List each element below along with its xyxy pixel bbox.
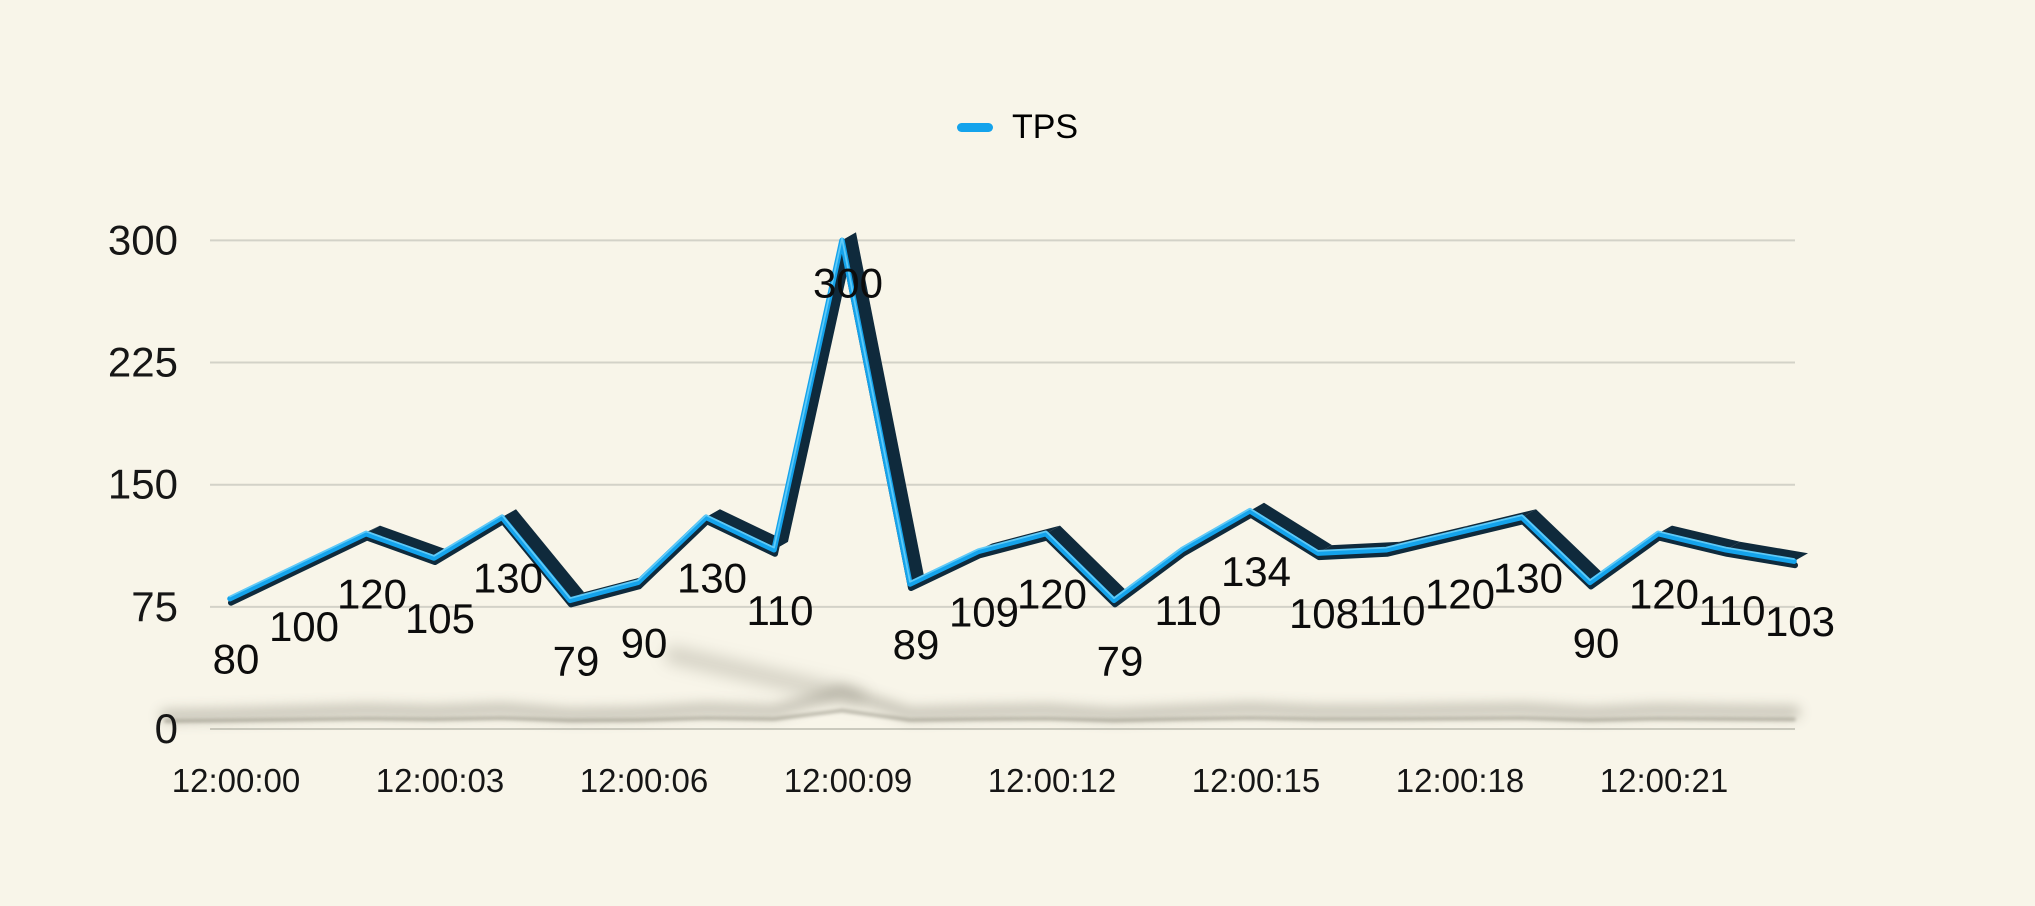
point-label: 130: [677, 554, 747, 601]
x-tick-label: 12:00:06: [580, 762, 708, 799]
point-label: 120: [337, 571, 407, 618]
x-tick-label: 12:00:00: [172, 762, 300, 799]
ribbon-depth-segment: [1726, 541, 1808, 562]
ribbon-depth-segment: [502, 509, 584, 601]
point-label: 100: [269, 603, 339, 650]
point-label: 109: [949, 588, 1019, 635]
y-tick-label: 300: [108, 216, 178, 263]
ribbon-depth-segment: [1658, 525, 1740, 550]
y-tick-label: 75: [131, 583, 178, 630]
point-label: 89: [893, 621, 940, 668]
y-tick-label: 150: [108, 461, 178, 508]
point-label: 105: [405, 595, 475, 642]
floor-shadow: [159, 646, 1801, 723]
point-label: 80: [213, 636, 260, 683]
series-line-highlight: [229, 237, 1795, 599]
point-label: 103: [1765, 598, 1835, 645]
x-tick-label: 12:00:18: [1396, 762, 1524, 799]
floor-shadow-band: [159, 685, 1801, 723]
point-label: 90: [621, 619, 668, 666]
series-line-tps: [227, 237, 1797, 604]
y-axis-labels: 0 75 150 225 300: [108, 216, 178, 752]
x-tick-label: 12:00:12: [988, 762, 1116, 799]
y-tick-label: 225: [108, 339, 178, 386]
ribbon-depth-segment: [842, 232, 924, 584]
point-label: 130: [473, 554, 543, 601]
point-label: 300: [813, 259, 883, 306]
point-label: 120: [1425, 571, 1495, 618]
x-tick-label: 12:00:03: [376, 762, 504, 799]
point-label: 110: [1155, 587, 1222, 634]
gridlines: [210, 239, 1795, 730]
x-axis-labels: 12:00:00 12:00:03 12:00:06 12:00:09 12:00:12…: [172, 762, 1728, 799]
point-label: 110: [1359, 587, 1426, 634]
point-label: 120: [1017, 571, 1087, 618]
point-label: 130: [1493, 554, 1563, 601]
y-tick-label: 0: [155, 705, 178, 752]
point-label: 108: [1289, 590, 1359, 637]
ribbon-depth-segment: [706, 509, 788, 550]
x-tick-label: 12:00:21: [1600, 762, 1728, 799]
point-label: 120: [1629, 571, 1699, 618]
series-ribbon-tps: [227, 232, 1808, 608]
point-label: 90: [1573, 619, 1620, 666]
point-label: 110: [747, 587, 814, 634]
point-label: 79: [553, 637, 600, 684]
ribbon-depth-segment: [366, 525, 448, 558]
ribbon-depth-segment: [1522, 509, 1604, 583]
spike-cast-shadow: [664, 646, 865, 706]
ribbon-depth-segment: [1046, 525, 1128, 601]
point-label: 110: [1699, 587, 1766, 634]
x-tick-label: 12:00:15: [1192, 762, 1320, 799]
point-label: 79: [1097, 637, 1144, 684]
x-tick-label: 12:00:09: [784, 762, 912, 799]
ribbon-depth-segment: [1250, 502, 1332, 554]
floor-shadow-core: [164, 708, 1796, 723]
point-label: 134: [1221, 548, 1291, 595]
